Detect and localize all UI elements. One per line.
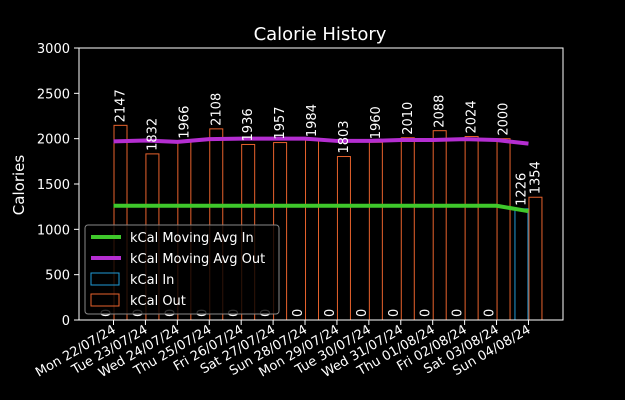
y-tick-label: 1000 [37, 223, 70, 238]
kcal-out-label: 1936 [241, 108, 256, 141]
kcal-out-label: 2010 [401, 102, 416, 135]
y-tick-label: 0 [62, 314, 70, 329]
kcal-out-label: 1957 [273, 106, 288, 139]
kcal-in-label: 0 [323, 309, 338, 317]
y-tick-label: 2500 [37, 87, 70, 102]
kcal-in-label: 0 [291, 309, 306, 317]
kcal-out-label: 2108 [209, 93, 224, 126]
kcal-in-label: 0 [451, 309, 466, 317]
moving-avg-in-line [113, 203, 529, 214]
moving-average-lines [113, 136, 529, 214]
legend-label: kCal Out [130, 294, 186, 309]
kcal-out-bar [336, 156, 351, 321]
chart-title: Calorie History [254, 24, 387, 45]
kcal-out-label: 1803 [337, 120, 352, 153]
legend-bar-swatch [90, 272, 120, 286]
kcal-out-label: 1832 [145, 118, 160, 151]
y-tick-label: 1500 [37, 178, 70, 193]
kcal-out-bar [368, 141, 383, 321]
kcal-out-bar [464, 135, 479, 321]
legend-label: kCal Moving Avg Out [130, 252, 265, 267]
legend-label: kCal Moving Avg In [130, 231, 254, 246]
kcal-out-label: 2000 [497, 103, 512, 136]
kcal-in-label: 1226 [514, 173, 529, 206]
kcal-out-label: 2147 [114, 89, 129, 122]
legend-box [84, 224, 280, 315]
kcal-in-label: 0 [387, 309, 402, 317]
kcal-out-bar [528, 196, 543, 321]
kcal-out-bar [432, 130, 447, 321]
kcal-out-bar [400, 137, 415, 321]
kcal-out-label: 1984 [305, 104, 320, 137]
kcal-out-label: 1354 [528, 161, 543, 194]
kcal-out-bar [496, 138, 511, 321]
kcal-out-label: 2024 [465, 100, 480, 133]
y-axis-label: Calories [10, 155, 28, 216]
legend-bar-swatch [90, 293, 120, 307]
legend: kCal Moving Avg In kCal Moving Avg Out kCa… [84, 224, 280, 315]
legend-label: kCal In [130, 273, 174, 288]
y-axis: 0 500 1000 1500 2000 2500 3000 [37, 42, 79, 329]
kcal-in-bar [514, 208, 529, 321]
y-tick-label: 2000 [37, 133, 70, 148]
kcal-in-label: 0 [355, 309, 370, 317]
kcal-in-label: 0 [483, 309, 498, 317]
kcal-in-label: 0 [419, 309, 434, 317]
kcal-out-label: 1966 [177, 106, 192, 139]
moving-avg-out-line [113, 136, 529, 146]
kcal-out-label: 1960 [369, 106, 384, 139]
y-tick-label: 500 [45, 269, 70, 284]
kcal-out-label: 2088 [433, 95, 448, 128]
y-tick-label: 3000 [37, 42, 70, 57]
kcal-out-bar [305, 139, 320, 321]
